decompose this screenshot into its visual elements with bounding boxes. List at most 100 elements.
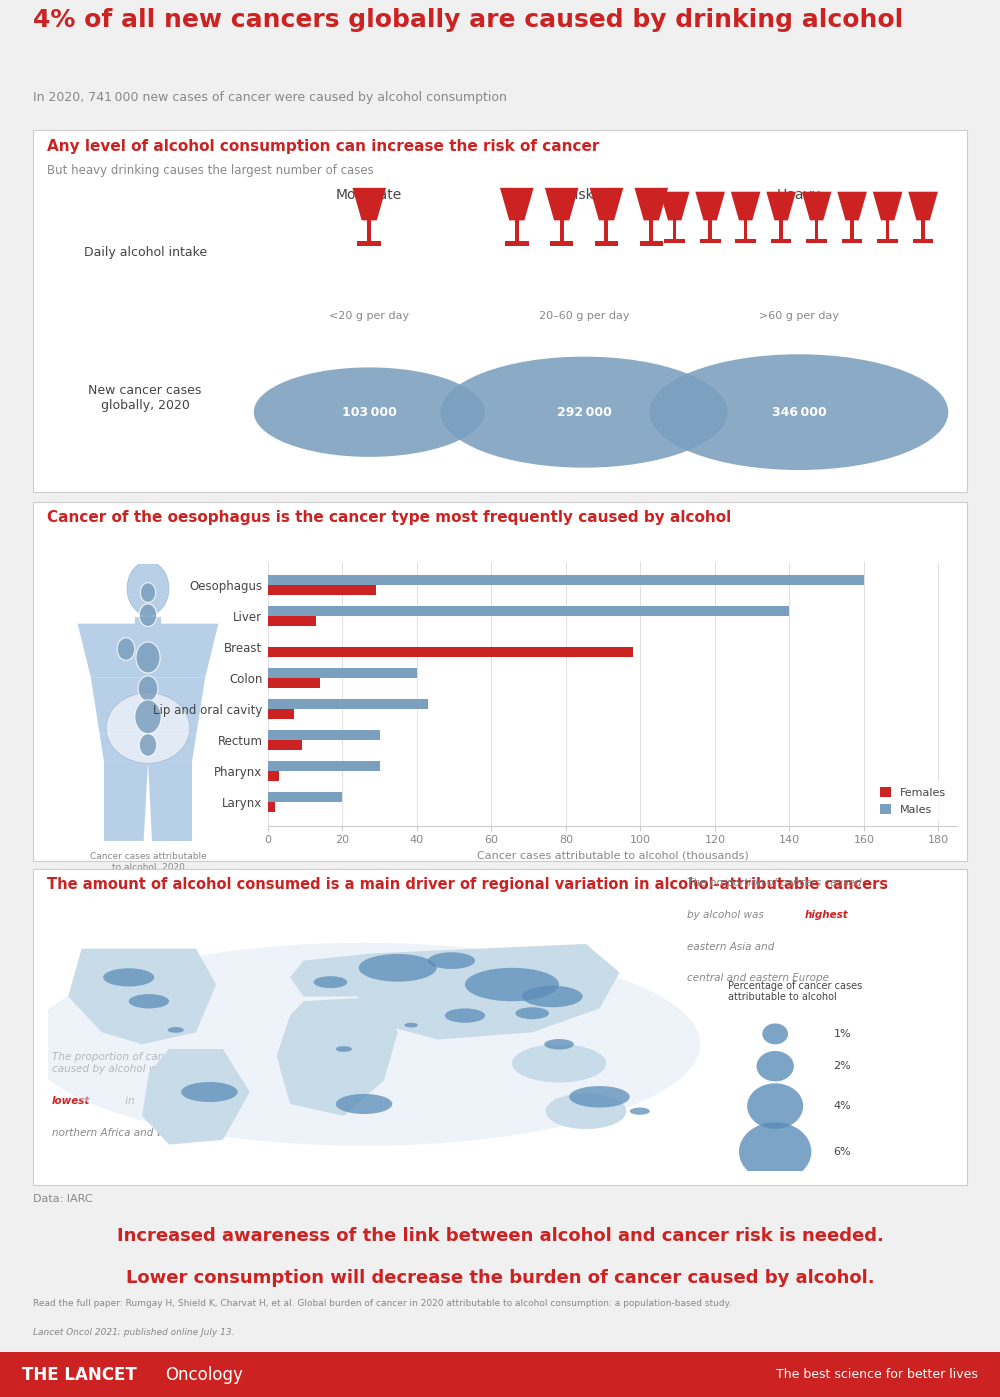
Polygon shape: [142, 1049, 250, 1144]
Circle shape: [359, 954, 437, 982]
Text: Cancer of the oesophagus is the cancer type most frequently caused by alcohol: Cancer of the oesophagus is the cancer t…: [47, 510, 731, 525]
X-axis label: Cancer cases attributable to alcohol (thousands): Cancer cases attributable to alcohol (th…: [477, 851, 748, 861]
Polygon shape: [604, 221, 608, 242]
Polygon shape: [590, 187, 623, 221]
Bar: [268, 710, 294, 719]
Bar: [268, 616, 316, 626]
Polygon shape: [135, 616, 161, 624]
Circle shape: [138, 676, 158, 701]
Text: 1%: 1%: [834, 1030, 851, 1039]
Polygon shape: [357, 242, 381, 246]
Polygon shape: [921, 221, 925, 239]
Circle shape: [649, 355, 948, 469]
Polygon shape: [357, 944, 620, 1039]
Text: in: in: [122, 1097, 134, 1106]
Polygon shape: [731, 191, 760, 221]
Polygon shape: [500, 187, 534, 221]
Text: Read the full paper: Rumgay H, Shield K, Charvat H, et al. Global burden of canc: Read the full paper: Rumgay H, Shield K,…: [33, 1299, 732, 1308]
FancyBboxPatch shape: [0, 1352, 1000, 1397]
Circle shape: [465, 968, 559, 1002]
Circle shape: [445, 1009, 485, 1023]
Circle shape: [135, 700, 161, 733]
Polygon shape: [815, 221, 818, 239]
FancyBboxPatch shape: [33, 869, 967, 1185]
Bar: [268, 678, 320, 687]
Polygon shape: [735, 239, 756, 243]
Polygon shape: [68, 949, 216, 1045]
Circle shape: [140, 583, 156, 602]
Text: northern Africa and western Asia: northern Africa and western Asia: [52, 1127, 223, 1137]
Text: eastern Asia and: eastern Asia and: [687, 942, 774, 951]
Text: 103 000: 103 000: [342, 405, 397, 419]
Polygon shape: [744, 221, 747, 239]
Text: 346 000: 346 000: [772, 405, 826, 419]
Polygon shape: [886, 221, 889, 239]
Text: Daily alcohol intake: Daily alcohol intake: [84, 246, 207, 260]
Text: Moderate: Moderate: [336, 187, 402, 201]
Circle shape: [314, 977, 347, 988]
Bar: [268, 802, 275, 812]
Polygon shape: [806, 239, 827, 243]
Text: Lower consumption will decrease the burden of cancer caused by alcohol.: Lower consumption will decrease the burd…: [126, 1270, 874, 1287]
Polygon shape: [700, 239, 721, 243]
Polygon shape: [877, 239, 898, 243]
Ellipse shape: [512, 1045, 606, 1083]
Polygon shape: [802, 191, 831, 221]
Circle shape: [404, 1023, 418, 1028]
Circle shape: [168, 1027, 184, 1032]
Circle shape: [630, 1108, 650, 1115]
Text: Increased awareness of the link between alcohol and cancer risk is needed.: Increased awareness of the link between …: [117, 1228, 883, 1245]
Circle shape: [762, 1024, 788, 1045]
Circle shape: [117, 638, 135, 661]
Bar: [268, 585, 376, 595]
Ellipse shape: [106, 693, 190, 763]
FancyBboxPatch shape: [33, 502, 967, 861]
Text: lowest: lowest: [52, 1097, 90, 1106]
Polygon shape: [515, 221, 519, 242]
Polygon shape: [595, 242, 618, 246]
Polygon shape: [367, 221, 371, 242]
Text: Any level of alcohol consumption can increase the risk of cancer: Any level of alcohol consumption can inc…: [47, 138, 599, 154]
Polygon shape: [873, 191, 902, 221]
Text: Risky: Risky: [566, 187, 602, 201]
Polygon shape: [505, 242, 529, 246]
Text: Cancer cases attributable
to alcohol, 2020: Cancer cases attributable to alcohol, 20…: [90, 852, 206, 872]
Circle shape: [336, 1094, 392, 1113]
Text: 20–60 g per day: 20–60 g per day: [539, 312, 629, 321]
Polygon shape: [78, 623, 218, 678]
Text: The amount of alcohol consumed is a main driver of regional variation in alcohol: The amount of alcohol consumed is a main…: [47, 877, 888, 891]
Circle shape: [139, 604, 157, 626]
Bar: [268, 700, 428, 710]
Text: <20 g per day: <20 g per day: [329, 312, 409, 321]
Polygon shape: [771, 239, 791, 243]
Text: >60 g per day: >60 g per day: [759, 312, 839, 321]
Bar: [268, 771, 279, 781]
Polygon shape: [545, 187, 578, 221]
Circle shape: [739, 1122, 811, 1180]
Circle shape: [103, 968, 154, 986]
Polygon shape: [708, 221, 712, 239]
Ellipse shape: [546, 1094, 626, 1129]
Polygon shape: [640, 242, 663, 246]
Polygon shape: [148, 761, 192, 841]
Bar: [268, 668, 417, 678]
Text: central and eastern Europe: central and eastern Europe: [687, 974, 829, 983]
Polygon shape: [908, 191, 938, 221]
Text: Heavy: Heavy: [777, 187, 821, 201]
Circle shape: [129, 995, 169, 1009]
Bar: [268, 740, 302, 750]
Text: 4% of all new cancers globally are caused by drinking alcohol: 4% of all new cancers globally are cause…: [33, 8, 903, 32]
Polygon shape: [290, 954, 384, 996]
Text: The proportion of cancers
caused by alcohol was: The proportion of cancers caused by alco…: [52, 1052, 186, 1074]
Text: New cancer cases
globally, 2020: New cancer cases globally, 2020: [88, 384, 202, 412]
Bar: [268, 647, 633, 657]
Text: 292 000: 292 000: [557, 405, 611, 419]
Circle shape: [136, 643, 160, 673]
FancyBboxPatch shape: [33, 130, 967, 492]
Text: Data: IARC: Data: IARC: [33, 1193, 93, 1204]
Text: Oncology: Oncology: [165, 1366, 243, 1383]
Polygon shape: [913, 239, 933, 243]
Text: Lancet Oncol 2021; published online July 13.: Lancet Oncol 2021; published online July…: [33, 1329, 234, 1337]
Circle shape: [428, 953, 475, 970]
Polygon shape: [837, 191, 867, 221]
